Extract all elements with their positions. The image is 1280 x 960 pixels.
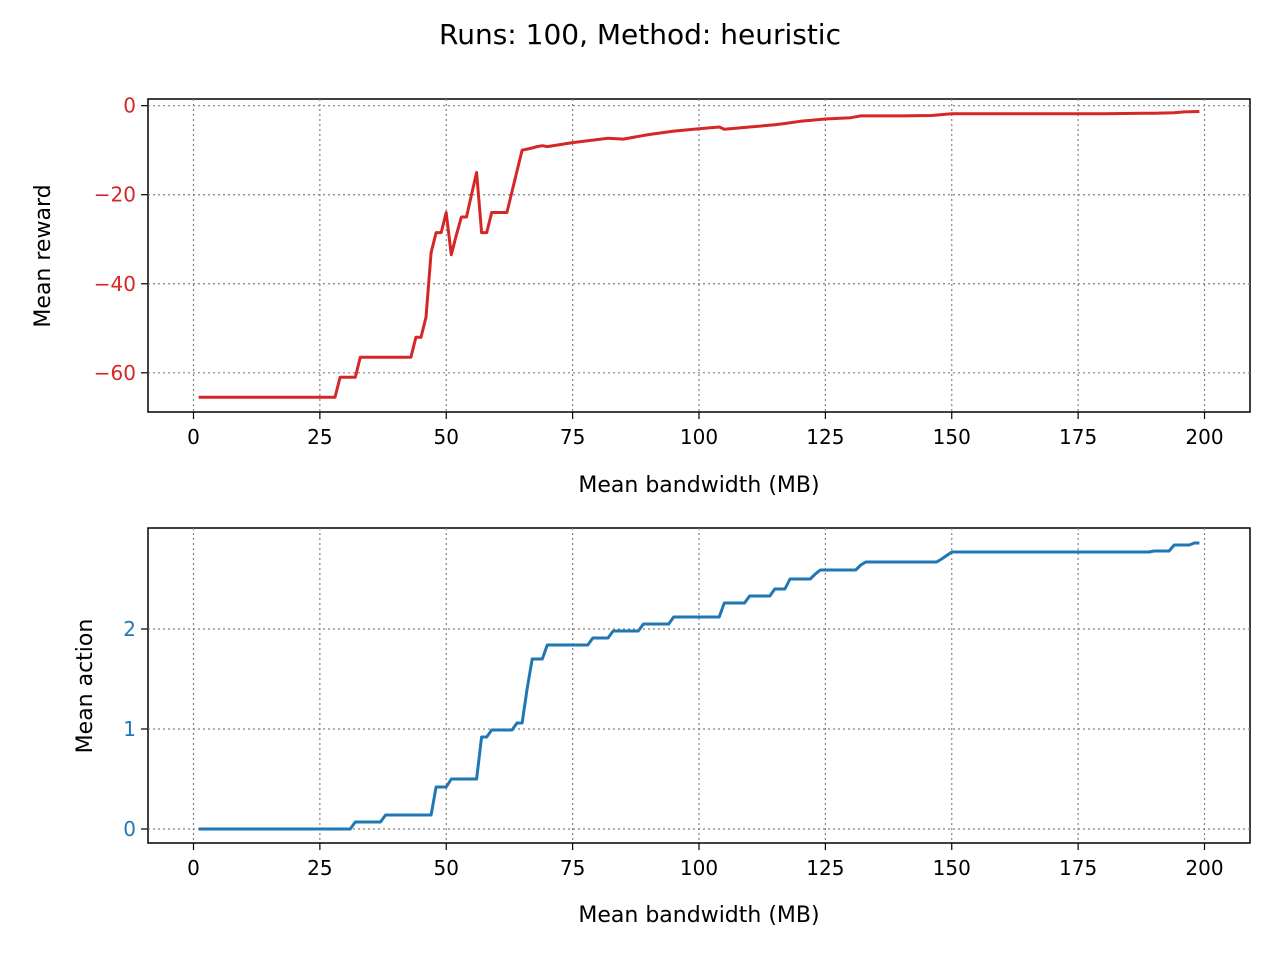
action-y-axis-label: Mean action <box>73 619 98 754</box>
action-x-tick-label: 100 <box>680 856 718 880</box>
action-axes: 0 25 50 75 100 125 150 175 200 0 1 2 <box>123 617 1223 880</box>
reward-panel: 0 25 50 75 100 125 150 175 200 −60 −40 −20 0 Mean ba… <box>31 94 1251 498</box>
action-plot-frame <box>147 527 1251 844</box>
action-x-axis-label: Mean bandwidth (MB) <box>578 903 819 928</box>
action-y-tick-label: 0 <box>123 817 136 841</box>
reward-x-tick-label: 150 <box>933 425 971 449</box>
reward-y-tick-label: 0 <box>123 94 136 118</box>
action-x-tick-label: 25 <box>307 856 332 880</box>
reward-axes: 0 25 50 75 100 125 150 175 200 −60 −40 −20 0 <box>94 94 1224 449</box>
action-x-tick-label: 150 <box>933 856 971 880</box>
action-x-tick-label: 175 <box>1059 856 1097 880</box>
action-y-tick-label: 1 <box>123 717 136 741</box>
reward-y-tick-label: −60 <box>94 361 136 385</box>
action-x-tick-label: 200 <box>1185 856 1223 880</box>
reward-x-tick-label: 25 <box>307 425 332 449</box>
reward-x-tick-label: 200 <box>1185 425 1223 449</box>
reward-x-tick-label: 125 <box>806 425 844 449</box>
reward-series <box>198 110 1200 399</box>
reward-series-line <box>198 110 1200 399</box>
action-panel: 0 25 50 75 100 125 150 175 200 0 1 2 Mean bandwidth… <box>73 527 1251 928</box>
reward-x-tick-label: 0 <box>187 425 200 449</box>
figure-title: Runs: 100, Method: heuristic <box>439 18 841 51</box>
reward-y-tick-label: −20 <box>94 183 136 207</box>
action-series-line <box>198 541 1200 831</box>
action-series <box>198 541 1200 831</box>
action-x-tick-label: 75 <box>560 856 585 880</box>
action-x-tick-label: 125 <box>806 856 844 880</box>
reward-gridlines <box>148 99 1250 412</box>
reward-y-tick-label: −40 <box>94 272 136 296</box>
action-y-tick-label: 2 <box>123 617 136 641</box>
action-x-tick-label: 50 <box>434 856 459 880</box>
reward-x-axis-label: Mean bandwidth (MB) <box>578 473 819 498</box>
reward-x-tick-label: 75 <box>560 425 585 449</box>
reward-x-tick-label: 175 <box>1059 425 1097 449</box>
reward-y-axis-label: Mean reward <box>31 184 56 327</box>
action-x-tick-label: 0 <box>187 856 200 880</box>
reward-x-tick-label: 100 <box>680 425 718 449</box>
action-gridlines <box>148 528 1250 843</box>
reward-x-tick-label: 50 <box>434 425 459 449</box>
